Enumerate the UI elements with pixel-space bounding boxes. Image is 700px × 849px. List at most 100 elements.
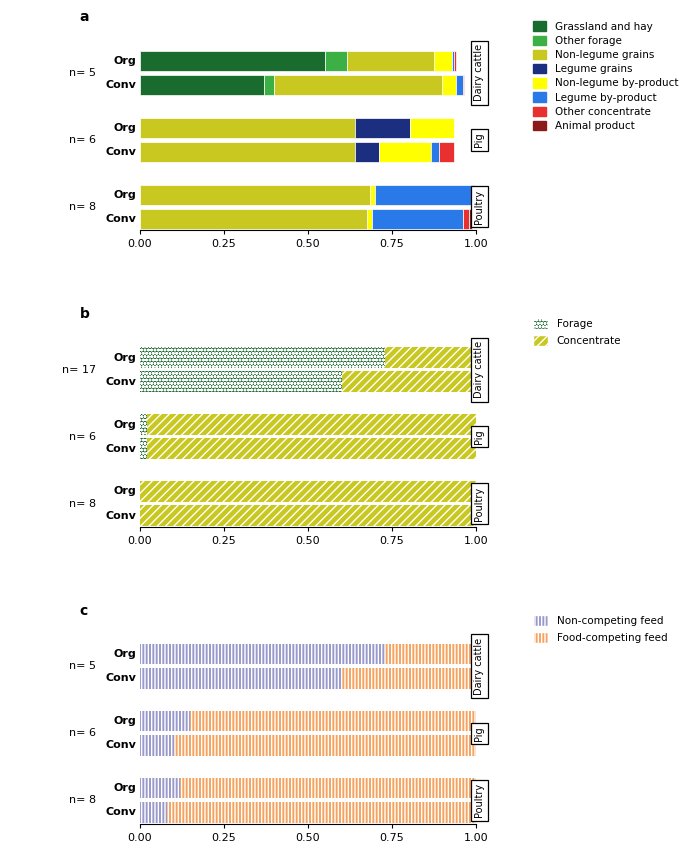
Text: Org: Org <box>114 352 136 363</box>
Text: Org: Org <box>114 783 136 793</box>
Bar <box>355 117 410 138</box>
Text: Conv: Conv <box>106 214 136 224</box>
Bar <box>367 209 372 229</box>
Bar <box>140 481 476 502</box>
Bar <box>140 668 342 689</box>
Text: n= 8: n= 8 <box>69 202 97 212</box>
Text: Org: Org <box>114 190 136 200</box>
Legend: Grassland and hay, Other forage, Non-legume grains, Legume grains, Non-legume by: Grassland and hay, Other forage, Non-leg… <box>531 20 679 132</box>
Text: n= 5: n= 5 <box>69 661 97 672</box>
Bar <box>140 735 174 756</box>
Bar <box>385 347 476 368</box>
Bar <box>140 438 147 459</box>
Bar <box>190 711 476 732</box>
Bar <box>410 117 454 138</box>
Bar <box>342 372 476 392</box>
Text: Poultry: Poultry <box>475 784 484 818</box>
Bar <box>140 142 355 162</box>
Text: b: b <box>80 307 90 321</box>
Text: Dairy cattle: Dairy cattle <box>475 638 484 694</box>
Bar <box>385 347 476 368</box>
Bar <box>140 209 367 229</box>
Bar <box>456 75 463 95</box>
Text: Conv: Conv <box>106 807 136 818</box>
Bar <box>140 644 385 665</box>
Bar <box>140 711 190 732</box>
Bar <box>190 711 476 732</box>
Bar <box>140 117 355 138</box>
Bar <box>167 802 476 823</box>
Bar <box>167 802 476 823</box>
Bar <box>140 802 167 823</box>
Text: Poultry: Poultry <box>475 190 484 224</box>
Bar <box>140 347 385 368</box>
Text: a: a <box>80 10 89 25</box>
Text: Conv: Conv <box>106 377 136 386</box>
Bar <box>346 51 434 71</box>
Bar <box>140 481 476 502</box>
Bar <box>469 209 472 229</box>
Bar <box>355 142 379 162</box>
Bar <box>140 75 265 95</box>
Text: n= 6: n= 6 <box>69 728 97 739</box>
Bar <box>265 75 274 95</box>
Text: n= 6: n= 6 <box>69 135 97 145</box>
Bar <box>140 414 147 435</box>
Bar <box>147 438 476 459</box>
Bar <box>430 142 439 162</box>
Bar <box>147 414 476 435</box>
Bar <box>140 51 325 71</box>
Bar <box>140 802 167 823</box>
Bar <box>342 372 476 392</box>
Bar <box>379 142 430 162</box>
Text: Pig: Pig <box>475 726 484 740</box>
Text: Org: Org <box>114 123 136 132</box>
Text: n= 8: n= 8 <box>69 796 97 806</box>
Bar <box>147 438 476 459</box>
Text: Conv: Conv <box>106 673 136 683</box>
Bar <box>454 51 456 71</box>
Bar <box>140 711 190 732</box>
Text: n= 6: n= 6 <box>69 431 97 441</box>
Bar <box>434 51 452 71</box>
Bar <box>463 209 469 229</box>
Bar <box>174 735 476 756</box>
Bar <box>375 184 475 205</box>
Bar <box>140 668 342 689</box>
Text: Org: Org <box>114 419 136 430</box>
Bar <box>463 75 464 95</box>
Text: Conv: Conv <box>106 444 136 453</box>
Text: Conv: Conv <box>106 80 136 90</box>
Text: Org: Org <box>114 717 136 726</box>
Text: Dairy cattle: Dairy cattle <box>475 341 484 398</box>
Bar <box>140 184 370 205</box>
Bar <box>342 668 476 689</box>
Text: Conv: Conv <box>106 510 136 520</box>
Bar <box>342 668 476 689</box>
Text: Org: Org <box>114 486 136 497</box>
Bar <box>140 372 342 392</box>
Text: Conv: Conv <box>106 740 136 751</box>
Bar <box>147 414 476 435</box>
Bar <box>140 644 385 665</box>
Bar <box>385 644 476 665</box>
Bar <box>442 75 456 95</box>
Text: Dairy cattle: Dairy cattle <box>475 44 484 102</box>
Bar <box>140 505 476 526</box>
Text: Poultry: Poultry <box>475 486 484 520</box>
Legend: Non-competing feed, Food-competing feed: Non-competing feed, Food-competing feed <box>531 614 668 644</box>
Bar <box>140 778 181 798</box>
Bar <box>140 372 342 392</box>
Bar <box>181 778 476 798</box>
Bar <box>452 51 454 71</box>
Bar <box>174 735 476 756</box>
Bar <box>140 778 181 798</box>
Text: Pig: Pig <box>475 132 484 147</box>
Bar <box>372 209 463 229</box>
Bar <box>325 51 346 71</box>
Text: n= 5: n= 5 <box>69 68 97 78</box>
Bar <box>140 347 385 368</box>
Bar <box>140 414 147 435</box>
Text: Org: Org <box>114 649 136 659</box>
Text: c: c <box>80 604 88 618</box>
